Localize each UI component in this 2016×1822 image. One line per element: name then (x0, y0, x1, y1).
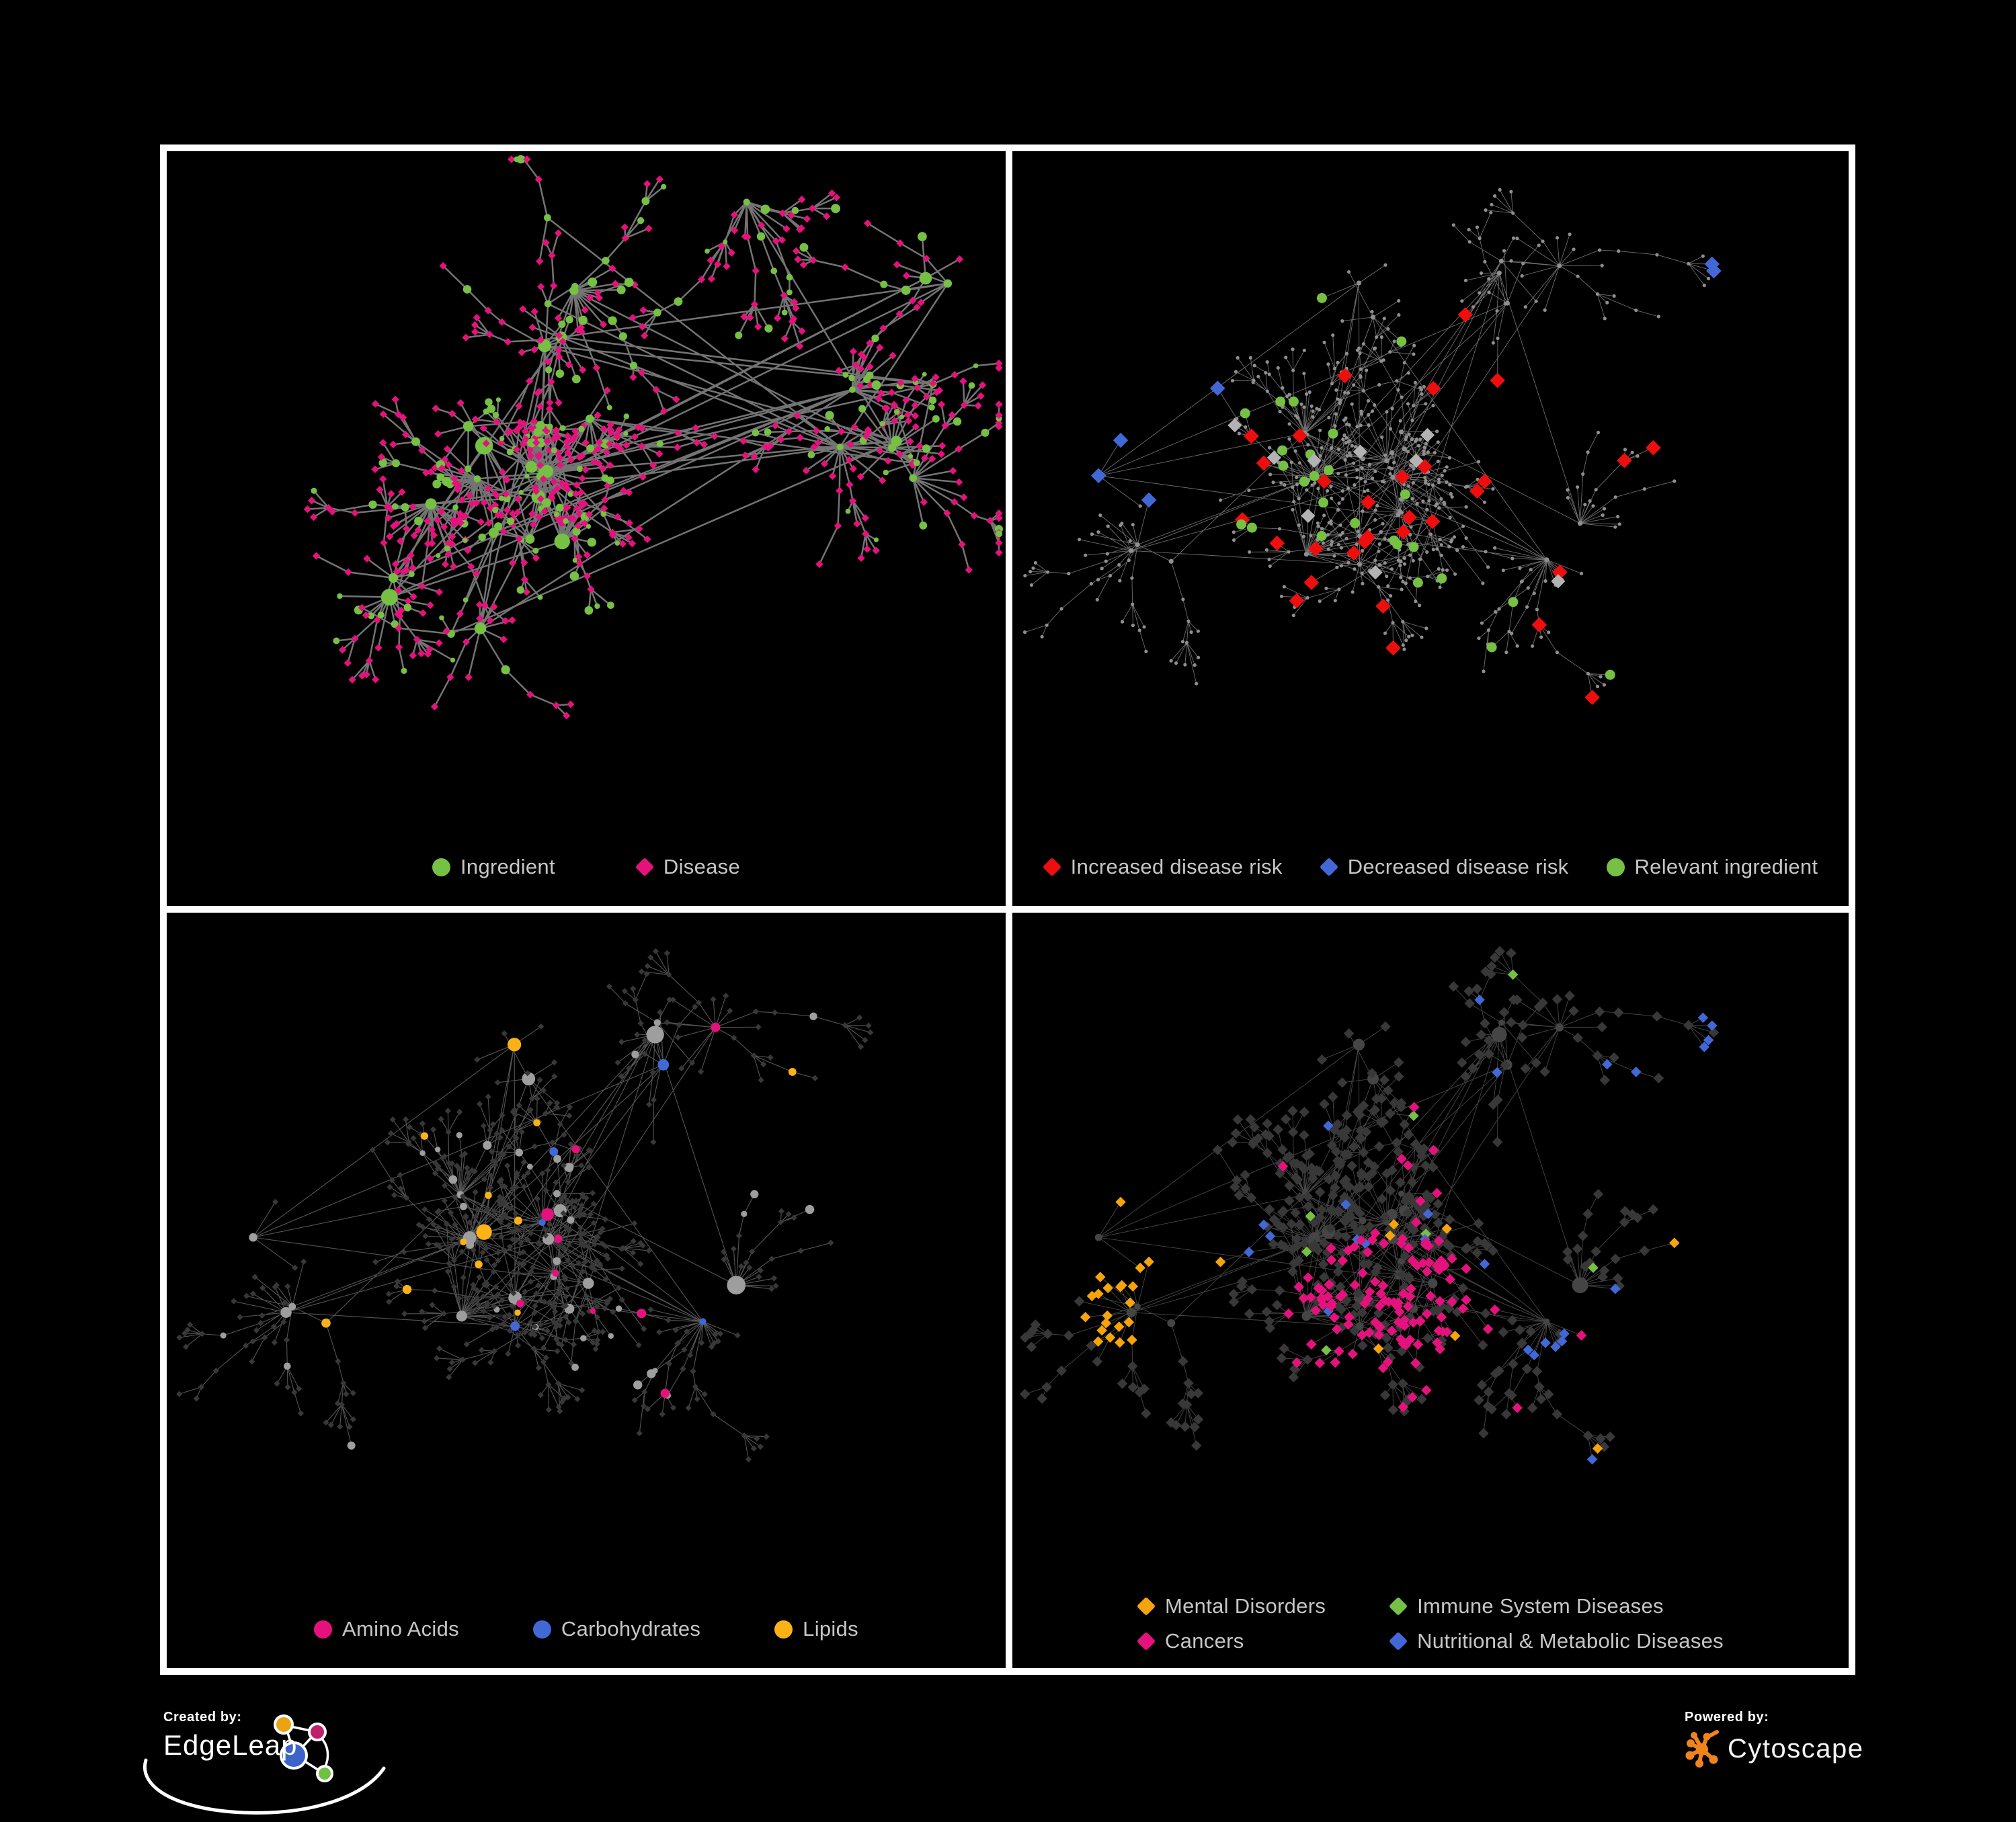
network-graph-disease-risk (1022, 188, 1722, 706)
network-graph-ingredient-disease (303, 155, 1003, 720)
legend-swatch-circle (532, 1620, 551, 1639)
legend-item: Amino Acids (314, 1617, 459, 1641)
legend-swatch-diamond (1136, 1596, 1156, 1616)
credit-cytoscape: Powered by: (1685, 1710, 1863, 1768)
panel-divider-vertical-bottom (1006, 913, 1012, 1668)
legend-item: Relevant ingredient (1606, 855, 1818, 879)
credit-edgeleap: Created by: EdgeLeap (143, 1710, 386, 1815)
legend-item: Mental Disorders (1136, 1594, 1326, 1618)
legend-label: Cancers (1165, 1629, 1244, 1653)
legend-swatch-circle (314, 1620, 333, 1639)
legend-swatch-diamond (1042, 857, 1061, 877)
edgeleap-logo-icon (274, 1714, 333, 1782)
legend-swatch-circle (1606, 858, 1625, 876)
legend-item: Disease (635, 855, 740, 879)
legend-label: Carbohydrates (561, 1617, 701, 1641)
panel-grid: Ingredient Disease Increased disease risk… (160, 144, 1855, 1675)
legend-ingredient-categories: Amino Acids Carbohydrates Lipids (167, 1617, 1006, 1641)
legend-item: Lipids (774, 1617, 858, 1641)
legend-label: Lipids (803, 1617, 858, 1641)
network-graph-ingredient-categories (176, 948, 874, 1462)
powered-by-label: Powered by: (1685, 1710, 1769, 1725)
legend-swatch-circle (432, 858, 450, 876)
legend-item: Nutritional & Metabolic Diseases (1388, 1629, 1724, 1653)
panel-disease-categories: Mental Disorders Immune System Diseases Ca… (1012, 913, 1849, 1668)
legend-label: Mental Disorders (1165, 1594, 1326, 1618)
network-graph-disease-categories (1019, 946, 1720, 1465)
legend-item: Immune System Diseases (1388, 1594, 1724, 1618)
legend-label: Amino Acids (342, 1617, 459, 1641)
legend-disease-risk: Increased disease risk Decreased disease … (1012, 855, 1849, 879)
created-by-label: Created by: (163, 1710, 242, 1725)
legend-item: Increased disease risk (1042, 855, 1283, 879)
legend-disease-categories: Mental Disorders Immune System Diseases Ca… (1012, 1594, 1849, 1653)
legend-swatch-diamond (1388, 1596, 1408, 1616)
cytoscape-wordmark: Cytoscape (1728, 1733, 1864, 1764)
panel-divider-horizontal (167, 906, 1849, 913)
legend-item: Decreased disease risk (1319, 855, 1569, 879)
panel-ingredient-categories: Amino Acids Carbohydrates Lipids (167, 913, 1006, 1668)
legend-swatch-diamond (1388, 1631, 1408, 1651)
legend-label: Decreased disease risk (1347, 855, 1569, 878)
legend-ingredient-disease: Ingredient Disease (167, 855, 1006, 879)
legend-label: Disease (663, 855, 740, 878)
legend-label: Ingredient (460, 855, 555, 878)
legend-swatch-diamond (635, 857, 655, 877)
legend-swatch-diamond (1136, 1631, 1156, 1651)
edgeleap-swoosh-icon (143, 1758, 386, 1815)
panel-divider-vertical-top (1006, 151, 1012, 906)
legend-label: Increased disease risk (1070, 855, 1283, 878)
legend-label: Relevant ingredient (1634, 855, 1818, 878)
legend-swatch-diamond (1319, 857, 1338, 877)
legend-item: Ingredient (432, 855, 555, 879)
cytoscape-logo-icon (1685, 1730, 1719, 1768)
legend-label: Immune System Diseases (1417, 1594, 1664, 1618)
legend-item: Carbohydrates (532, 1617, 701, 1641)
legend-label: Nutritional & Metabolic Diseases (1417, 1629, 1724, 1653)
edgeleap-wordmark: EdgeLeap (163, 1729, 298, 1761)
panel-disease-risk: Increased disease risk Decreased disease … (1012, 151, 1849, 906)
legend-swatch-circle (774, 1620, 793, 1639)
panel-ingredient-disease: Ingredient Disease (167, 151, 1006, 906)
legend-item: Cancers (1136, 1629, 1326, 1653)
